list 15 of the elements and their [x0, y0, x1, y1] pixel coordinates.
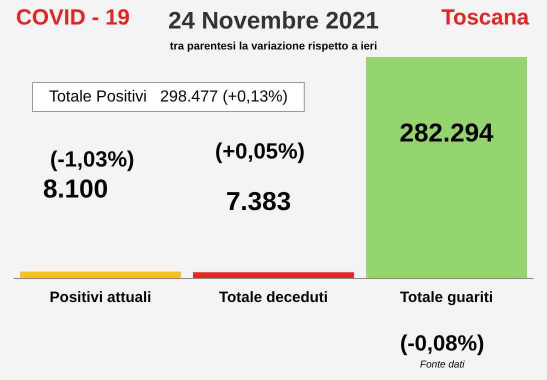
source-note: Fonte dati [420, 360, 466, 370]
annotation: (+0,05%) [215, 138, 305, 164]
x-tick-label: Totale deceduti [219, 289, 328, 306]
x-tick-label: Positivi attuali [50, 289, 152, 306]
x-tick-label: Totale guariti [400, 289, 494, 306]
text: Toscana [441, 4, 530, 30]
annotation: (-1,03%) [50, 146, 134, 172]
data-label: 7.383 [226, 186, 292, 216]
data-label: 282.294 [400, 118, 494, 148]
chart-title: 24 Novembre 2021 [168, 8, 379, 34]
chart-subtitle: tra parentesi la variazione rispetto a ieri [170, 40, 378, 52]
text: (-0,08%) [400, 330, 484, 356]
data-label: 8.100 [42, 174, 108, 204]
text: COVID - 19 [16, 4, 130, 30]
annotation: Totale Positivi 298.477 (+0,13%) [49, 88, 288, 106]
